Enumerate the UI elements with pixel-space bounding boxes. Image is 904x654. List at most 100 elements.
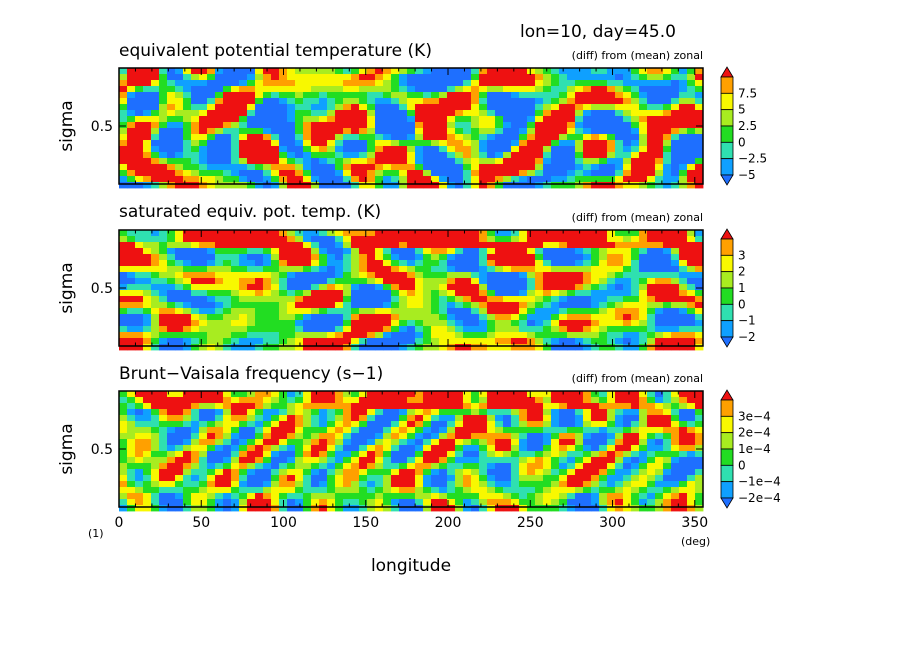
field-cell [463, 86, 472, 93]
field-cell [159, 403, 168, 410]
field-cell [479, 68, 488, 75]
field-cell [271, 158, 280, 165]
field-cell [375, 278, 384, 285]
field-cell [223, 421, 232, 428]
field-cell [311, 493, 320, 500]
field-cell [231, 391, 240, 398]
field-cell [463, 403, 472, 410]
field-cell [639, 499, 648, 506]
field-cell [495, 134, 504, 141]
field-cell [239, 290, 248, 297]
field-cell [687, 134, 696, 141]
field-cell [303, 248, 312, 255]
field-cell [503, 140, 512, 147]
field-cell [303, 182, 312, 189]
field-cell [287, 68, 296, 75]
field-cell [391, 457, 400, 464]
field-cell [247, 176, 256, 183]
field-cell [231, 409, 240, 416]
field-cell [351, 140, 360, 147]
field-cell [359, 403, 368, 410]
field-cell [135, 110, 144, 117]
field-cell [407, 182, 416, 189]
field-cell [399, 230, 408, 237]
field-cell [511, 302, 520, 309]
field-cell [511, 290, 520, 297]
field-cell [615, 397, 624, 404]
field-cell [263, 338, 272, 345]
field-cell [471, 104, 480, 111]
field-cell [575, 128, 584, 135]
field-cell [127, 74, 136, 81]
field-cell [487, 391, 496, 398]
x-tick-label: 200 [435, 515, 462, 531]
field-cell [223, 332, 232, 339]
field-cell [447, 122, 456, 129]
field-cell [527, 314, 536, 321]
field-cell [583, 439, 592, 446]
field-cell [519, 170, 528, 177]
field-cell [135, 463, 144, 470]
field-cell [183, 296, 192, 303]
field-cell [287, 164, 296, 171]
field-cell [655, 236, 664, 243]
field-cell [655, 397, 664, 404]
field-cell [647, 451, 656, 458]
field-cell [295, 397, 304, 404]
field-cell [559, 475, 568, 482]
field-cell [335, 260, 344, 267]
field-cell [247, 122, 256, 129]
field-cell [679, 110, 688, 117]
field-cell [247, 266, 256, 273]
field-cell [679, 505, 688, 512]
field-cell [351, 451, 360, 458]
field-cell [239, 397, 248, 404]
field-cell [135, 439, 144, 446]
field-cell [559, 445, 568, 452]
field-cell [583, 338, 592, 345]
field-cell [367, 248, 376, 255]
field-cell [671, 487, 680, 494]
field-cell [503, 415, 512, 422]
field-cell [375, 397, 384, 404]
field-cell [279, 140, 288, 147]
field-cell [215, 86, 224, 93]
field-cell [527, 344, 536, 351]
field-cell [639, 146, 648, 153]
field-cell [503, 469, 512, 476]
field-cell [215, 158, 224, 165]
colorbar-label: 3 [738, 248, 746, 262]
field-cell [335, 421, 344, 428]
field-cell [671, 332, 680, 339]
field-cell [271, 475, 280, 482]
field-cell [399, 68, 408, 75]
field-cell [527, 146, 536, 153]
field-cell [311, 391, 320, 398]
field-cell [623, 86, 632, 93]
field-cell [159, 266, 168, 273]
field-cell [367, 128, 376, 135]
field-cell [287, 254, 296, 261]
field-cell [607, 164, 616, 171]
field-cell [343, 248, 352, 255]
field-cell [143, 164, 152, 171]
field-cell [575, 397, 584, 404]
field-cell [567, 415, 576, 422]
field-cell [687, 284, 696, 291]
field-cell [663, 278, 672, 285]
field-cell [271, 457, 280, 464]
field-cell [407, 415, 416, 422]
field-cell [583, 92, 592, 99]
field-cell [183, 68, 192, 75]
field-cell [383, 254, 392, 261]
field-cell [471, 170, 480, 177]
field-cell [183, 98, 192, 105]
field-cell [407, 134, 416, 141]
field-cell [575, 284, 584, 291]
field-cell [279, 116, 288, 123]
field-cell [543, 116, 552, 123]
field-cell [375, 403, 384, 410]
field-cell [607, 152, 616, 159]
field-cell [543, 104, 552, 111]
